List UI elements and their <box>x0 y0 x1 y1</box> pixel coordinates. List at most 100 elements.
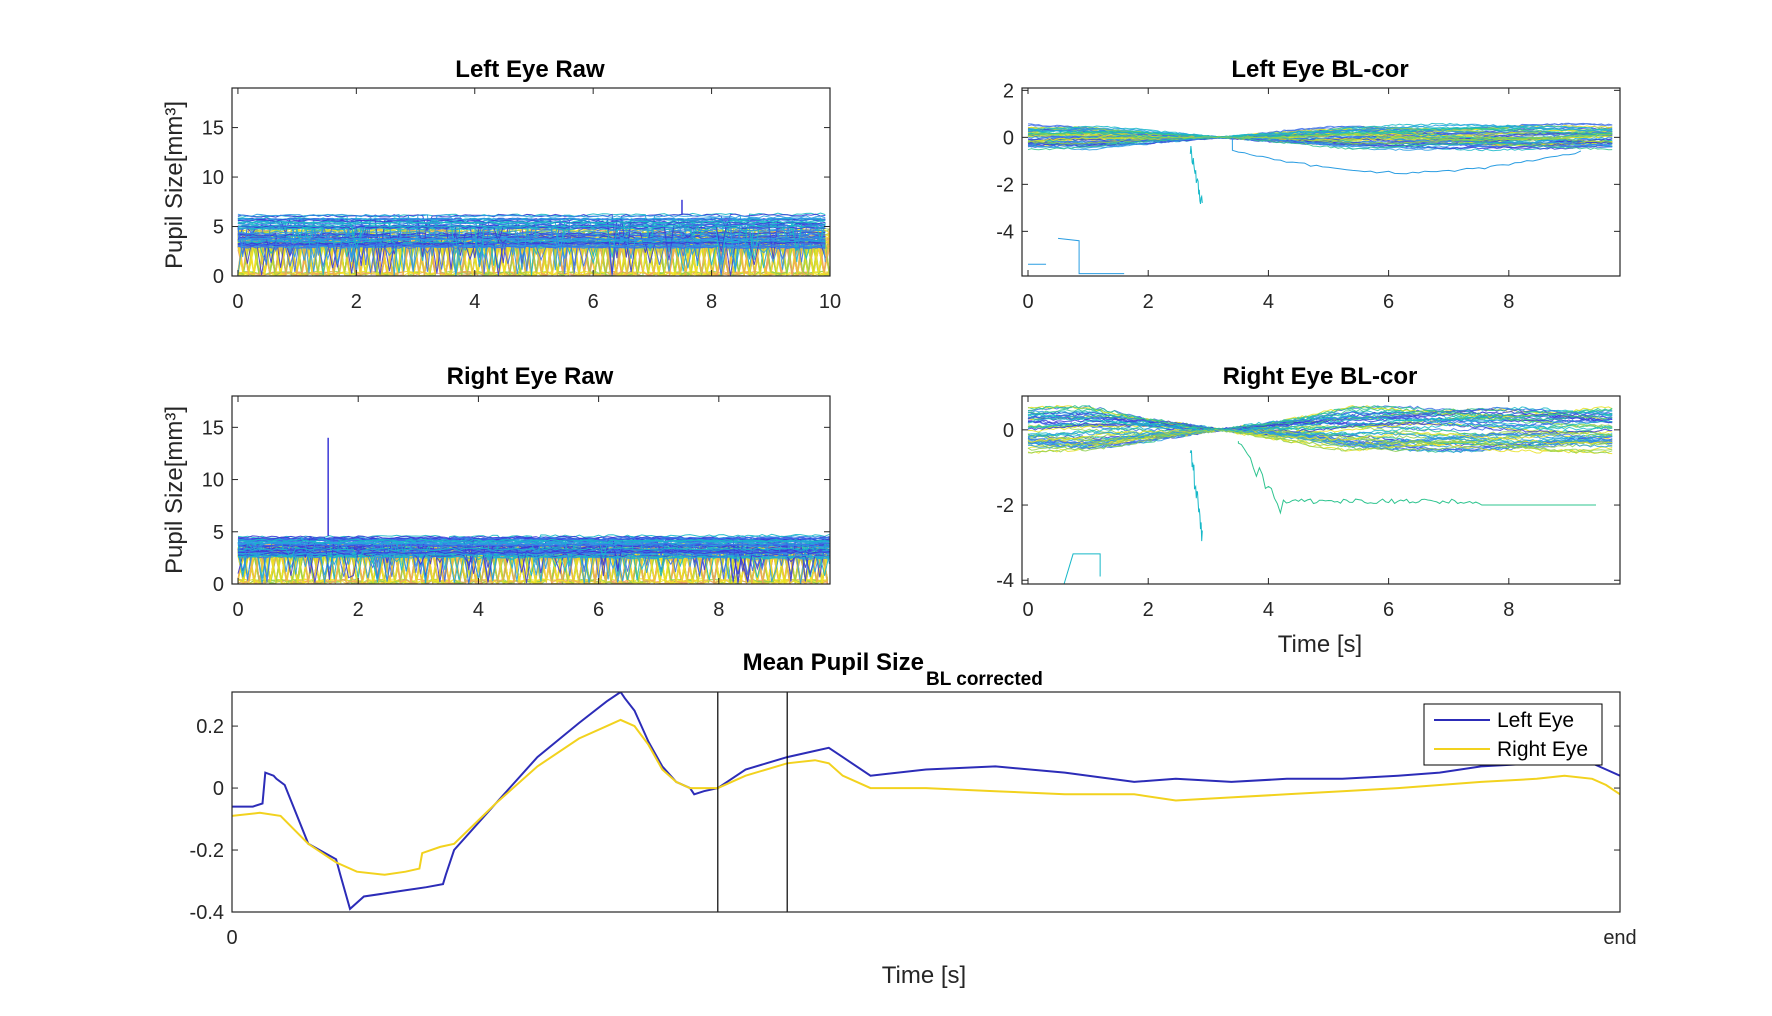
y-tick-label: 0 <box>1003 420 1014 442</box>
plot-area: 0 2 4 6 8 -4 -2 0 <box>996 395 1621 621</box>
x-tick-label: 6 <box>1383 291 1394 313</box>
panel-mean-pupil-size: Mean Pupil Size BL corrected Time [s] 0 e… <box>190 649 1637 989</box>
trial-trace <box>237 230 826 268</box>
trial-trace <box>237 236 826 268</box>
trial-trace <box>237 542 830 560</box>
trial-trace <box>1027 136 1613 150</box>
plot-area: 0 end -0.4 -0.2 0 0.2 <box>190 691 1637 949</box>
axes-box <box>1021 87 1621 277</box>
trial-trace <box>1027 405 1613 431</box>
plot-area: 0 2 4 6 8 10 0 5 10 15 <box>202 87 841 313</box>
x-tick-label: 8 <box>706 291 717 313</box>
y-axis-label: Pupil Size[mm³] <box>161 406 188 574</box>
y-tick-label: 5 <box>213 522 224 544</box>
x-tick-label: 0 <box>226 927 237 949</box>
legend-entry-left-eye: Left Eye <box>1497 709 1574 732</box>
y-tick-label: -4 <box>996 221 1014 243</box>
x-tick-label: 0 <box>1022 291 1033 313</box>
trial-trace <box>237 245 826 276</box>
outlier-trace <box>1237 441 1596 515</box>
trial-trace <box>1027 428 1613 445</box>
x-tick-label: 2 <box>1143 291 1154 313</box>
trial-trace <box>1027 417 1613 432</box>
trial-trace <box>1027 422 1613 435</box>
y-tick-label: -4 <box>996 570 1014 592</box>
y-tick-label: 10 <box>202 470 224 492</box>
trial-trace <box>237 547 830 565</box>
trial-trace <box>237 213 826 273</box>
series-line-right-eye <box>232 718 1620 876</box>
trial-trace <box>1027 428 1613 445</box>
trial-trace <box>1027 410 1613 430</box>
trial-trace <box>1027 417 1613 432</box>
outlier-trace <box>1189 449 1203 542</box>
x-tick-label: 2 <box>353 599 364 621</box>
chart-title-subscript: BL corrected <box>926 669 1043 690</box>
x-tick-label: 8 <box>1503 291 1514 313</box>
series-group <box>1027 404 1613 584</box>
x-tick-label: 6 <box>1383 599 1394 621</box>
panel-right-eye-raw: Right Eye Raw Pupil Size[mm³] 0 2 4 6 8 0 5 10 1… <box>161 363 831 621</box>
trial-trace <box>237 238 830 276</box>
chart-title: Right Eye BL-cor <box>1223 363 1418 390</box>
x-tick-label: end <box>1603 927 1636 949</box>
trial-trace <box>237 535 830 580</box>
y-tick-label: 0 <box>213 574 224 596</box>
y-tick-label: 0 <box>213 778 224 800</box>
trial-trace <box>237 538 830 580</box>
trial-trace <box>237 241 826 275</box>
x-tick-label: 0 <box>1022 599 1033 621</box>
trial-trace <box>1027 136 1613 145</box>
axes-box <box>231 395 831 585</box>
trial-trace <box>237 550 830 579</box>
chart-title: Left Eye Raw <box>455 56 605 83</box>
y-tick-label: 0.2 <box>196 716 224 738</box>
x-tick-label: 4 <box>1263 599 1274 621</box>
y-tick-label: 5 <box>213 217 224 239</box>
x-tick-label: 2 <box>351 291 362 313</box>
trial-trace <box>1028 427 1613 449</box>
trial-trace <box>237 552 830 582</box>
chart-title: Left Eye BL-cor <box>1231 56 1408 83</box>
y-tick-label: -2 <box>996 495 1014 517</box>
y-tick-label: 15 <box>202 118 224 140</box>
legend: Left Eye Right Eye <box>1423 703 1603 766</box>
trial-trace <box>1027 429 1613 453</box>
trial-trace <box>237 228 826 273</box>
outlier-trace <box>1189 146 1203 205</box>
y-tick-label: 10 <box>202 167 224 189</box>
series-line-left-eye <box>232 692 1620 911</box>
series-group <box>237 199 830 276</box>
x-tick-label: 8 <box>713 599 724 621</box>
trial-trace <box>237 226 826 276</box>
legend-box <box>1423 703 1603 766</box>
x-tick-label: 4 <box>1263 291 1274 313</box>
x-tick-label: 4 <box>473 599 484 621</box>
panel-left-eye-raw: Left Eye Raw Pupil Size[mm³] 0 2 4 6 8 10 0 5 10… <box>161 56 841 313</box>
x-tick-label: 2 <box>1143 599 1154 621</box>
panel-left-eye-bl-cor: Left Eye BL-cor 0 2 4 6 8 -4 -2 0 2 <box>996 56 1621 313</box>
chart-title: Mean Pupil Size <box>743 649 924 676</box>
trial-trace <box>1027 407 1613 431</box>
y-tick-label: 15 <box>202 417 224 439</box>
x-tick-label: 0 <box>232 599 243 621</box>
x-tick-label: 10 <box>819 291 841 313</box>
y-axis-label: Pupil Size[mm³] <box>161 101 188 269</box>
plot-area: 0 2 4 6 8 0 5 10 15 <box>202 395 831 621</box>
y-tick-label: -0.2 <box>190 840 224 862</box>
x-tick-label: 6 <box>588 291 599 313</box>
y-tick-label: 2 <box>1003 80 1014 102</box>
x-tick-label: 8 <box>1503 599 1514 621</box>
chart-title-main: Mean Pupil Size <box>743 649 924 676</box>
outlier-trace <box>1231 137 1582 175</box>
series-group <box>237 437 830 584</box>
legend-entry-right-eye: Right Eye <box>1497 738 1588 761</box>
trial-trace <box>1027 132 1613 142</box>
trial-trace <box>237 219 826 225</box>
trial-trace <box>237 536 830 575</box>
axes-box <box>1021 395 1621 585</box>
trial-trace <box>237 236 826 272</box>
y-tick-label: 0 <box>1003 127 1014 149</box>
x-tick-label: 0 <box>232 291 243 313</box>
plot-area: 0 2 4 6 8 -4 -2 0 2 <box>996 80 1621 313</box>
